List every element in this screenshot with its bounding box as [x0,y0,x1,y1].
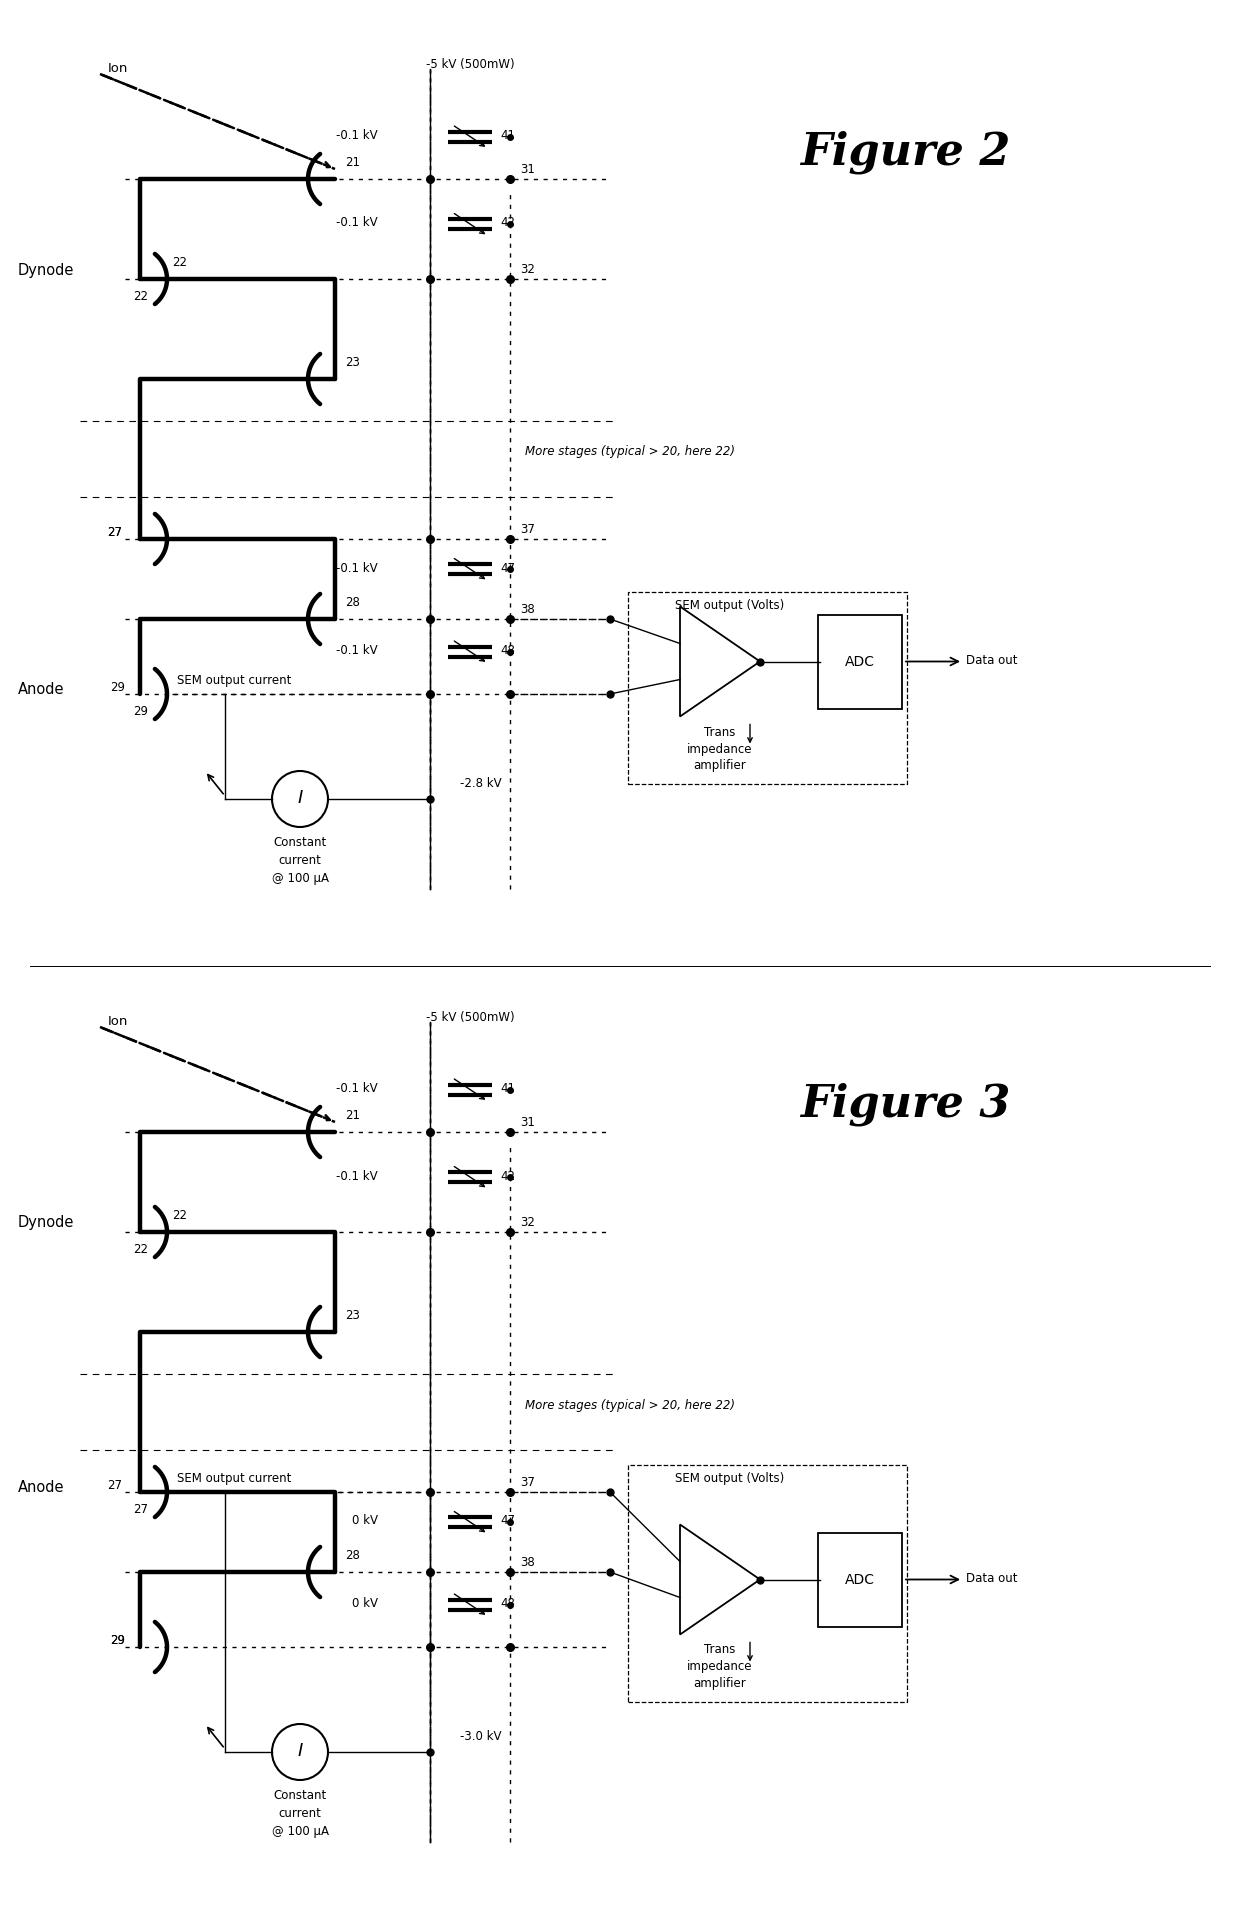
Text: 22: 22 [133,290,148,303]
Text: I: I [298,788,303,806]
Text: -2.8 kV: -2.8 kV [460,777,502,790]
Text: 48: 48 [500,1596,515,1609]
Text: 23: 23 [345,355,360,369]
Text: Dynode: Dynode [19,1215,74,1231]
Text: Anode: Anode [19,1480,64,1495]
Text: 21: 21 [345,1109,360,1121]
Text: ADC: ADC [844,1573,875,1586]
Text: SEM output current: SEM output current [177,1472,291,1484]
Text: 42: 42 [500,216,515,230]
Text: 32: 32 [520,263,534,276]
Text: 31: 31 [520,1115,534,1128]
Text: 38: 38 [520,603,534,616]
Text: -5 kV (500mW): -5 kV (500mW) [425,1010,515,1024]
Text: -0.1 kV: -0.1 kV [336,1169,378,1182]
Text: Anode: Anode [19,682,64,697]
Text: 0 kV: 0 kV [352,1513,378,1526]
Text: 37: 37 [520,1476,534,1488]
Text: 23: 23 [345,1308,360,1321]
Text: 21: 21 [345,156,360,168]
Text: 41: 41 [500,129,515,141]
Text: SEM output (Volts): SEM output (Volts) [675,1472,784,1484]
Text: 48: 48 [500,643,515,657]
Text: 28: 28 [345,595,360,609]
Text: 29: 29 [110,1633,125,1646]
Text: 27: 27 [107,526,122,539]
Text: 42: 42 [500,1169,515,1182]
Text: 41: 41 [500,1082,515,1094]
Text: Ion: Ion [108,1014,129,1028]
Text: More stages (typical > 20, here 22): More stages (typical > 20, here 22) [525,1397,735,1410]
Text: 27: 27 [107,526,122,539]
Text: Constant
current
@ 100 μA: Constant current @ 100 μA [272,835,329,885]
Text: -3.0 kV: -3.0 kV [460,1729,501,1743]
Text: Trans
impedance
amplifier: Trans impedance amplifier [687,1642,753,1690]
Text: More stages (typical > 20, here 22): More stages (typical > 20, here 22) [525,444,735,458]
Text: 31: 31 [520,162,534,176]
Text: -0.1 kV: -0.1 kV [336,1082,378,1094]
Text: -0.1 kV: -0.1 kV [336,643,378,657]
Text: 29: 29 [133,705,148,717]
Text: Ion: Ion [108,62,129,75]
Text: Constant
current
@ 100 μA: Constant current @ 100 μA [272,1789,329,1837]
Text: SEM output (Volts): SEM output (Volts) [675,599,784,612]
Text: 22: 22 [172,1208,187,1221]
Text: Figure 3: Figure 3 [800,1082,1011,1126]
Text: 27: 27 [107,1478,122,1492]
Text: Dynode: Dynode [19,263,74,278]
Text: Data out: Data out [966,653,1018,667]
Text: 0 kV: 0 kV [352,1596,378,1609]
Text: 27: 27 [133,1503,148,1515]
Text: 47: 47 [500,1513,515,1526]
Text: 29: 29 [110,1633,125,1646]
Text: Data out: Data out [966,1571,1018,1584]
Text: -0.1 kV: -0.1 kV [336,129,378,141]
Text: 28: 28 [345,1548,360,1561]
Text: SEM output current: SEM output current [177,674,291,686]
Text: Trans
impedance
amplifier: Trans impedance amplifier [687,724,753,773]
Text: 29: 29 [110,680,125,694]
Text: 47: 47 [500,560,515,574]
Text: 32: 32 [520,1215,534,1229]
Text: -0.1 kV: -0.1 kV [336,560,378,574]
Text: -0.1 kV: -0.1 kV [336,216,378,230]
Text: Figure 2: Figure 2 [800,129,1011,174]
Text: ADC: ADC [844,655,875,668]
Text: 22: 22 [133,1242,148,1256]
Text: -5 kV (500mW): -5 kV (500mW) [425,58,515,71]
Text: 37: 37 [520,524,534,535]
Text: 38: 38 [520,1555,534,1569]
Text: I: I [298,1741,303,1760]
Text: 22: 22 [172,255,187,269]
